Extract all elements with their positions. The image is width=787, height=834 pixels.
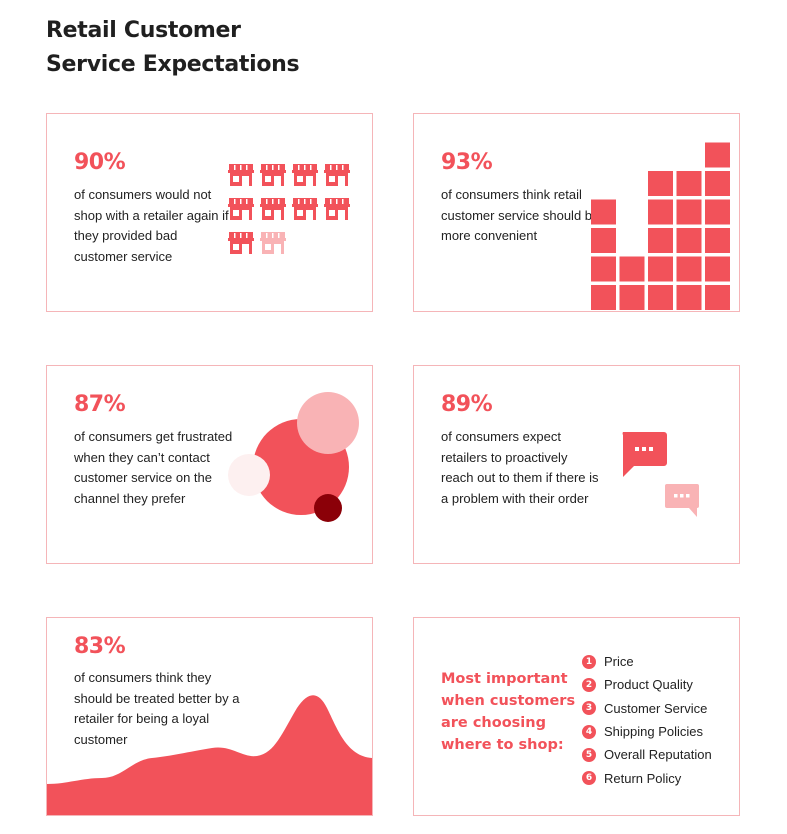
store-icon — [324, 164, 350, 186]
stat-card-93: 93% of consumers think retail customer s… — [413, 113, 740, 312]
bar-block — [591, 228, 616, 253]
store-icon — [292, 198, 318, 220]
rank-label: Overall Reputation — [604, 747, 712, 763]
ranking-title: Most important when customers are choosi… — [441, 671, 576, 753]
bar-block — [676, 171, 702, 196]
store-icon — [260, 232, 286, 254]
store-icon — [260, 164, 286, 186]
store-icon — [260, 198, 286, 220]
chat-bubble-icon — [622, 432, 667, 477]
ranking-item: 5 Overall Reputation — [582, 743, 712, 766]
bar-block — [591, 285, 616, 310]
stat-card-89: 89% of consumers expect retailers to pro… — [413, 365, 740, 564]
bar-block — [705, 199, 730, 225]
bar-block — [705, 285, 730, 310]
rank-label: Price — [604, 654, 634, 670]
dark-circle — [314, 494, 342, 522]
wave-area-icon — [47, 695, 372, 815]
stat-percent: 87% — [74, 392, 126, 417]
bar-block — [648, 228, 673, 253]
rank-number-badge: 1 — [582, 654, 596, 669]
bar-block — [676, 256, 702, 282]
title-line-1: Retail Customer — [46, 18, 241, 43]
ranking-item: 4 Shipping Policies — [582, 720, 712, 743]
bar-block — [619, 285, 645, 310]
stat-description: of consumers think they should be treate… — [74, 670, 240, 748]
store-icon — [324, 198, 350, 220]
stat-percent: 89% — [441, 392, 493, 417]
rank-label: Return Policy — [604, 770, 682, 786]
stat-description: of consumers think retail customer servi… — [441, 187, 600, 244]
pink-circle — [297, 392, 359, 454]
store-icon — [228, 198, 254, 220]
rank-number-badge: 5 — [582, 747, 596, 762]
rank-number-badge: 2 — [582, 677, 596, 692]
ranking-item: 1 Price — [582, 650, 712, 673]
bar-block — [648, 171, 673, 196]
rank-label: Customer Service — [604, 700, 708, 716]
rank-number-badge: 3 — [582, 701, 596, 716]
bar-blocks-icon — [591, 142, 730, 310]
bar-block — [705, 142, 730, 168]
store-icon — [228, 232, 254, 254]
bar-block — [591, 199, 616, 225]
stat-description: of consumers would not shop with a retai… — [74, 187, 229, 265]
stat-card-90: 90% of consumers would not shop with a r… — [46, 113, 373, 312]
rank-number-badge: 4 — [582, 724, 596, 739]
bar-block — [676, 228, 702, 253]
ranking-item: 2 Product Quality — [582, 673, 712, 696]
stat-description: of consumers expect retailers to proacti… — [441, 429, 599, 507]
store-icon — [292, 164, 318, 186]
stat-description: of consumers get frustrated when they ca… — [74, 429, 233, 507]
title-line-2: Service Expectations — [46, 52, 300, 77]
rank-label: Shipping Policies — [604, 724, 704, 740]
stat-card-87: 87% of consumers get frustrated when the… — [46, 365, 373, 564]
bar-block — [648, 285, 673, 310]
stat-percent: 93% — [441, 150, 493, 175]
bar-block — [648, 199, 673, 225]
bar-block — [648, 256, 673, 282]
bar-block — [676, 285, 702, 310]
stat-percent: 83% — [74, 634, 126, 659]
bar-block — [705, 228, 730, 253]
stat-percent: 90% — [74, 150, 126, 175]
rank-label: Product Quality — [604, 677, 693, 693]
bar-block — [705, 256, 730, 282]
circles-icon — [228, 392, 359, 522]
chat-bubble-small-icon — [665, 484, 699, 517]
bar-block — [705, 171, 730, 196]
page-title: Retail Customer Service Expectations — [46, 14, 300, 82]
store-icon — [228, 164, 254, 186]
ranking-item: 3 Customer Service — [582, 697, 712, 720]
bar-block — [619, 256, 645, 282]
rank-number-badge: 6 — [582, 771, 596, 786]
ranking-item: 6 Return Policy — [582, 766, 712, 789]
ranking-list: 1 Price 2 Product Quality 3 Customer Service 4… — [582, 650, 712, 790]
bar-block — [591, 256, 616, 282]
pale-circle — [228, 454, 270, 496]
ranking-card: Most important when customers are choosi… — [413, 617, 740, 816]
bar-block — [676, 199, 702, 225]
stat-card-83: 83% of consumers think they should be tr… — [46, 617, 373, 816]
